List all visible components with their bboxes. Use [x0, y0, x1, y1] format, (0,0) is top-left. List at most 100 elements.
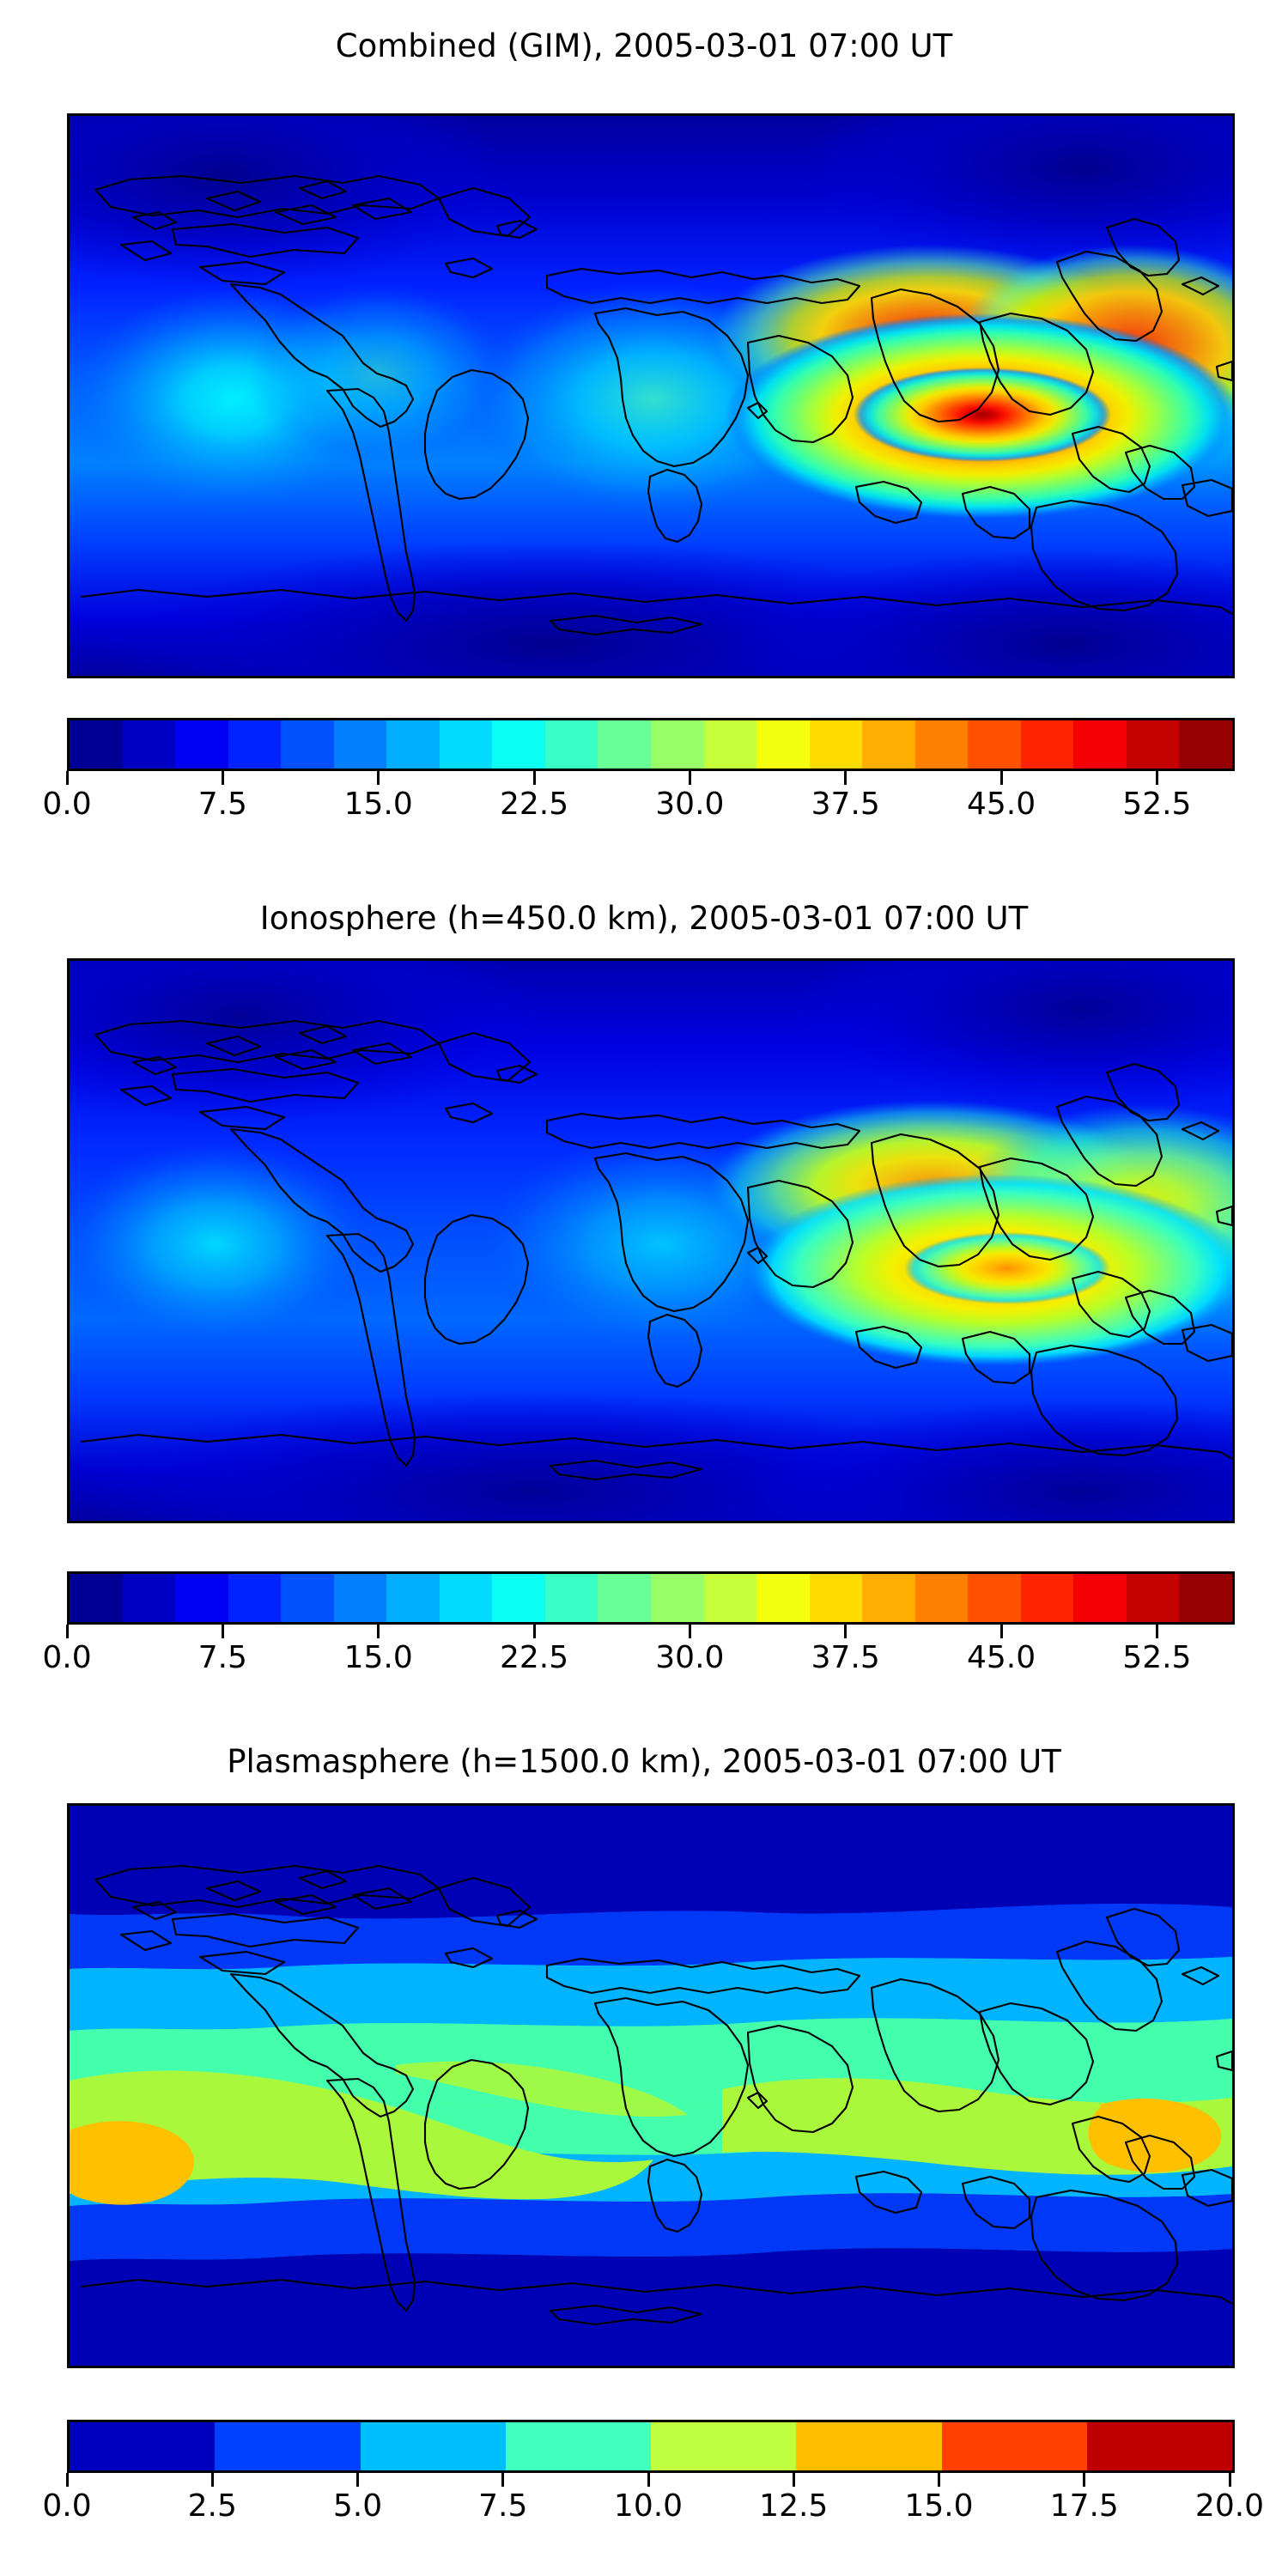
map-svg-plasmasphere [70, 1806, 1232, 2366]
colorbar-combined[interactable] [67, 718, 1235, 771]
map-plasmasphere [67, 1803, 1235, 2368]
colorbar-labels-plasmasphere: 0.0 2.5 5.0 7.5 10.0 12.5 15.0 17.5 20.0 [42, 2487, 1264, 2524]
colorbar-ticks-plasmasphere [64, 2473, 1232, 2487]
colorbar-band [968, 1574, 1021, 1622]
colorbar-tick-label: 22.5 [499, 787, 569, 822]
colorbar-tick [688, 771, 691, 785]
colorbar-labels-ionosphere: 0.0 7.5 15.0 22.5 30.0 37.5 45.0 52.5 [42, 1638, 1232, 1676]
colorbar-tick [1228, 2473, 1231, 2487]
colorbar-band [228, 1574, 282, 1622]
colorbar-tick-label: 5.0 [332, 2488, 383, 2524]
colorbar-tick [532, 771, 536, 785]
colorbar-plasmasphere[interactable] [67, 2420, 1235, 2473]
colorbar-tick [647, 2473, 650, 2487]
colorbar-band [544, 720, 598, 769]
colorbar-tick-label: 52.5 [1122, 1640, 1192, 1675]
colorbar-tick [65, 2473, 69, 2487]
panel-title-plasmasphere: Plasmasphere (h=1500.0 km), 2005-03-01 0… [227, 1743, 1061, 1780]
coastlines-layer-2 [80, 1019, 1232, 1481]
colorbar-tick [532, 1625, 536, 1638]
colorbar-band [386, 720, 440, 769]
colorbar-tick-label: 10.0 [613, 2488, 683, 2524]
colorbar-tick-label: 15.0 [904, 2488, 974, 2524]
colorbar-band [386, 1574, 440, 1622]
colorbar-band [439, 1574, 493, 1622]
colorbar-band [862, 1574, 915, 1622]
colorbar-band [175, 1574, 228, 1622]
colorbar-band [703, 1574, 757, 1622]
colorbar-band [492, 1574, 545, 1622]
colorbar-tick [999, 1625, 1003, 1638]
colorbar-band [439, 720, 493, 769]
colorbar-band [1086, 2422, 1232, 2470]
panel-title-ionosphere: Ionosphere (h=450.0 km), 2005-03-01 07:0… [259, 900, 1029, 937]
colorbar-tick [1155, 1625, 1158, 1638]
panel-combined-gim: Combined (GIM), 2005-03-01 07:00 UT [0, 0, 1288, 859]
colorbar-band [281, 1574, 334, 1622]
colorbar-band [809, 1574, 863, 1622]
colorbar-wrap-combined: 0.0 7.5 15.0 22.5 30.0 37.5 45.0 52.5 [42, 718, 1235, 823]
colorbar-band [1179, 720, 1232, 769]
colorbar-tick [377, 1625, 380, 1638]
colorbar-tick-label: 0.0 [42, 1640, 92, 1675]
colorbar-band [281, 720, 334, 769]
colorbar-band [862, 720, 915, 769]
colorbar-labels-combined: 0.0 7.5 15.0 22.5 30.0 37.5 45.0 52.5 [42, 785, 1232, 823]
colorbar-tick [844, 1625, 848, 1638]
colorbar-band [333, 720, 387, 769]
colorbar-tick-label: 12.5 [759, 2488, 829, 2524]
colorbar-band [598, 720, 652, 769]
colorbar-band [70, 1574, 123, 1622]
colorbar-band [809, 720, 863, 769]
colorbar-band [492, 720, 545, 769]
colorbar-band [968, 720, 1021, 769]
coastlines-layer-3 [80, 1864, 1232, 2326]
colorbar-tick-label: 15.0 [343, 1640, 413, 1675]
colorbar-band [756, 720, 810, 769]
colorbar-band [914, 720, 969, 769]
colorbar-wrap-plasmasphere: 0.0 2.5 5.0 7.5 10.0 12.5 15.0 17.5 20.0 [42, 2420, 1264, 2524]
colorbar-band [598, 1574, 652, 1622]
colorbar-band [651, 720, 704, 769]
colorbar-tick-label: 17.5 [1049, 2488, 1119, 2524]
colorbar-band [651, 1574, 704, 1622]
colorbar-band [1073, 1574, 1127, 1622]
colorbar-band [796, 2422, 942, 2470]
map-combined-gim [67, 113, 1235, 678]
colorbar-band [1126, 1574, 1180, 1622]
colorbar-tick-label: 0.0 [42, 787, 92, 822]
colorbar-band [544, 1574, 598, 1622]
colorbar-tick-label: 37.5 [811, 787, 880, 822]
panel-plasmasphere: Plasmasphere (h=1500.0 km), 2005-03-01 0… [0, 1735, 1288, 2576]
colorbar-band [756, 1574, 810, 1622]
colorbar-band [914, 1574, 969, 1622]
colorbar-band [1020, 720, 1074, 769]
colorbar-tick [688, 1625, 691, 1638]
map-svg-ionosphere [70, 961, 1232, 1521]
coastlines-layer-1 [80, 174, 1232, 636]
colorbar-tick-label: 2.5 [187, 2488, 237, 2524]
colorbar-tick-label: 52.5 [1122, 787, 1192, 822]
colorbar-tick [501, 2473, 505, 2487]
colorbar-tick [1083, 2473, 1086, 2487]
colorbar-band [1020, 1574, 1074, 1622]
colorbar-ticks-combined [64, 771, 1232, 785]
colorbar-band [122, 720, 176, 769]
colorbar-tick-label: 45.0 [966, 787, 1036, 822]
colorbar-tick [938, 2473, 940, 2487]
colorbar-tick-label: 7.5 [478, 2488, 528, 2524]
colorbar-band [941, 2422, 1087, 2470]
colorbar-tick-label: 15.0 [343, 787, 413, 822]
colorbar-band [70, 2422, 216, 2470]
colorbar-tick-label: 30.0 [655, 787, 725, 822]
panel-ionosphere: Ionosphere (h=450.0 km), 2005-03-01 07:0… [0, 859, 1288, 1735]
colorbar-tick-label: 7.5 [197, 787, 247, 822]
colorbar-tick-label: 22.5 [499, 1640, 569, 1675]
colorbar-ionosphere[interactable] [67, 1571, 1235, 1625]
colorbar-tick-label: 45.0 [966, 1640, 1036, 1675]
colorbar-band [1126, 720, 1180, 769]
colorbar-band [360, 2422, 506, 2470]
colorbar-band [122, 1574, 176, 1622]
colorbar-tick [221, 771, 224, 785]
